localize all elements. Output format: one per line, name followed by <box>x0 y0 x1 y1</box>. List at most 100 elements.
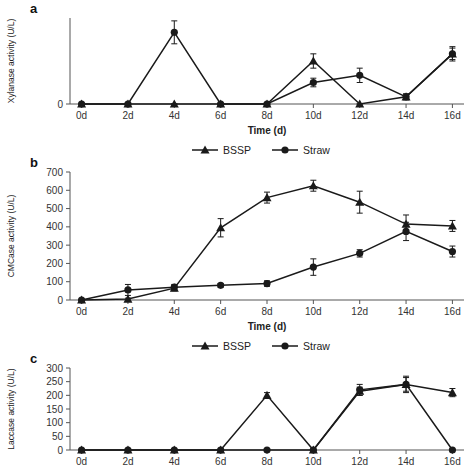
y-tick-label: 300 <box>46 240 63 251</box>
point <box>263 391 272 399</box>
x-tick-label: 10d <box>305 456 322 467</box>
series-line <box>82 384 453 450</box>
error-cap <box>171 20 177 21</box>
error-cap <box>357 82 363 83</box>
error-bar <box>264 281 270 286</box>
legend-label: BSSP <box>223 144 251 156</box>
point <box>310 446 317 453</box>
x-tick-label: 2d <box>122 456 133 467</box>
error-cap <box>449 61 455 62</box>
error-cap <box>357 213 363 214</box>
y-tick-label: 200 <box>46 258 63 269</box>
x-tick-label: 12d <box>351 306 368 317</box>
point <box>263 280 270 287</box>
error-bar <box>310 78 316 87</box>
error-bar <box>449 47 455 61</box>
x-tick <box>174 300 175 304</box>
error-bar <box>403 94 409 100</box>
error-cap <box>357 191 363 192</box>
point <box>449 446 456 453</box>
point <box>216 446 225 454</box>
x-tick-label: 4d <box>169 110 180 121</box>
x-tick-label: 10d <box>305 110 322 121</box>
error-cap <box>357 68 363 69</box>
x-tick <box>452 300 453 304</box>
x-tick-label: 4d <box>169 306 180 317</box>
point <box>171 284 178 291</box>
point <box>402 228 409 235</box>
x-tick-label: 16d <box>444 110 461 121</box>
y-tick <box>66 436 70 437</box>
x-tick-label: 10d <box>305 306 322 317</box>
point <box>449 50 456 57</box>
error-cap <box>357 395 363 396</box>
y-tick-label: 0 <box>57 445 63 456</box>
error-cap <box>125 284 131 285</box>
x-tick-label: 16d <box>444 456 461 467</box>
point <box>356 250 363 257</box>
panel-label: b <box>30 155 38 170</box>
point <box>170 446 179 454</box>
error-cap <box>171 43 177 44</box>
y-tick-label: 400 <box>46 221 63 232</box>
point <box>449 248 456 255</box>
error-bar <box>449 48 455 59</box>
point <box>402 381 409 388</box>
point <box>77 446 86 454</box>
y-axis-line <box>70 172 71 300</box>
y-tick-label: 250 <box>46 376 63 387</box>
y-axis-label: CMCase activity (U/L) <box>6 195 16 278</box>
point <box>124 100 131 107</box>
x-tick-label: 8d <box>261 110 272 121</box>
error-cap <box>403 376 409 377</box>
error-cap <box>310 191 316 192</box>
y-tick-label: 700 <box>46 167 63 178</box>
point <box>171 446 178 453</box>
point <box>78 296 85 303</box>
point <box>216 223 225 231</box>
x-tick-label: 8d <box>261 456 272 467</box>
figure: 0d2d4d6d8d10d12d14d16d0aXylanase activit… <box>0 0 474 474</box>
x-tick <box>359 300 360 304</box>
error-cap <box>449 48 455 49</box>
error-bar <box>357 384 363 395</box>
point <box>355 100 364 108</box>
y-tick-label: 100 <box>46 276 63 287</box>
x-tick <box>406 450 407 454</box>
point <box>217 100 224 107</box>
legend-label: Straw <box>303 340 330 352</box>
x-axis-label: Time (d) <box>248 321 287 332</box>
x-tick <box>452 104 453 108</box>
error-bar <box>125 284 131 295</box>
point <box>448 221 457 229</box>
error-bar <box>357 68 363 82</box>
error-cap <box>310 68 316 69</box>
point <box>77 100 86 108</box>
legend-marker <box>281 146 288 153</box>
legend-entry: BSSP <box>192 144 251 156</box>
x-tick <box>313 300 314 304</box>
x-tick <box>267 300 268 304</box>
y-tick <box>66 422 70 423</box>
point <box>123 295 132 303</box>
x-tick <box>359 450 360 454</box>
error-cap <box>449 59 455 60</box>
error-bar <box>357 250 363 257</box>
point <box>309 181 318 189</box>
legend-marker <box>201 146 210 154</box>
plot-area <box>77 376 457 453</box>
x-tick-label: 14d <box>398 110 415 121</box>
point <box>171 29 178 36</box>
point <box>448 388 457 396</box>
x-tick-label: 4d <box>169 456 180 467</box>
error-cap <box>125 295 131 296</box>
panel-label: c <box>30 351 37 366</box>
legend: BSSPStraw <box>192 340 330 352</box>
y-tick <box>66 172 70 173</box>
legend-entry: Straw <box>272 340 330 352</box>
point <box>263 446 270 453</box>
x-tick-label: 12d <box>351 110 368 121</box>
y-tick-label: 0 <box>57 99 63 110</box>
y-tick-label: 300 <box>46 363 63 374</box>
x-tick-label: 2d <box>122 110 133 121</box>
